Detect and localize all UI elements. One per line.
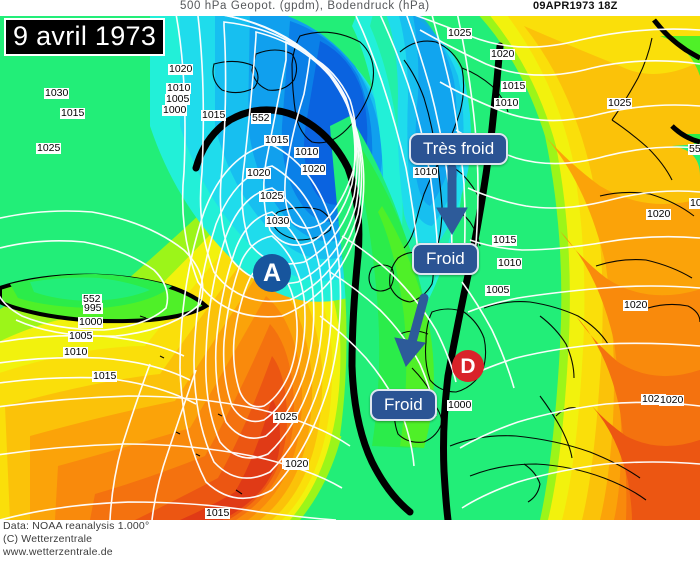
isobar-label: 1015 — [205, 507, 231, 519]
isobar-label: 1010 — [413, 166, 439, 178]
date-banner: 9 avril 1973 — [4, 18, 166, 56]
isobar-label: 1015 — [501, 80, 527, 92]
low-pressure-marker: D — [452, 350, 484, 382]
isobar-label: 1010 — [166, 82, 192, 94]
isobar-label: 552 — [82, 293, 102, 305]
isobar-label: 1020 — [490, 48, 516, 60]
weather-map-canvas[interactable]: 1030 1025 1020 1010 1005 1000 1015 1015 552 1015 1… — [0, 16, 700, 520]
isobar-label: 1020 — [246, 167, 272, 179]
isobar-label: 1015 — [264, 134, 290, 146]
isobar-label: 1025 — [447, 27, 473, 39]
geopotential-field — [0, 16, 700, 520]
isobar-label: 1015 — [689, 198, 700, 209]
isobar-label: 1020 — [641, 393, 667, 405]
isobar-label: 1010 — [494, 97, 520, 109]
map-footer: Data: NOAA reanalysis 1.000° (C) Wetterz… — [0, 520, 700, 562]
isobar-label: 1025 — [259, 190, 285, 202]
map-runtime-stamp: 09APR1973 18Z — [533, 0, 618, 12]
isobar-label: 1000 — [78, 316, 104, 328]
isobar-label: 1010 — [63, 346, 89, 358]
annotation-froid-south: Froid — [370, 389, 437, 421]
isobar-label: 1010 — [497, 257, 523, 269]
isobar-label: 1020 — [659, 394, 685, 406]
isobar-label: 1015 — [92, 370, 118, 382]
isobar-label: 1000 — [447, 399, 473, 411]
isobar-label: 1020 — [301, 163, 327, 175]
isobar-label: 552 — [251, 112, 271, 124]
isobar-label: 1030 — [44, 87, 70, 99]
isobar-label: 1005 — [68, 330, 94, 342]
isobar-label: 995 — [83, 302, 103, 314]
footer-copyright: (C) Wetterzentrale — [3, 533, 93, 545]
map-header: 500 hPa Geopot. (gpdm), Bodendruck (hPa)… — [0, 0, 700, 16]
isobar-label: 1020 — [168, 63, 194, 75]
isobar-label: 552 — [688, 144, 700, 155]
isobar-label: 1020 — [284, 458, 310, 470]
isobar-label: 1005 — [165, 93, 191, 105]
footer-data-source: Data: NOAA reanalysis 1.000° — [3, 520, 150, 532]
isobar-label: 1015 — [201, 109, 227, 121]
isobar-label: 1015 — [60, 107, 86, 119]
isobar-label: 1030 — [265, 215, 291, 227]
date-banner-text: 9 avril 1973 — [13, 21, 157, 51]
map-title: 500 hPa Geopot. (gpdm), Bodendruck (hPa) — [180, 0, 430, 12]
isobar-label: 1020 — [623, 299, 649, 311]
isobar-label: 1000 — [162, 104, 188, 116]
isobar-label: 1025 — [36, 142, 62, 154]
isobar-label: 1015 — [492, 234, 518, 246]
isobar-label: 1005 — [485, 284, 511, 296]
isobar-label: 1025 — [607, 97, 633, 109]
isobar-label: 1010 — [294, 146, 320, 158]
annotation-tres-froid: Très froid — [409, 133, 509, 165]
isobar-label: 1020 — [646, 208, 672, 220]
footer-website[interactable]: www.wetterzentrale.de — [3, 546, 113, 558]
isobar-label: 1025 — [273, 411, 299, 423]
high-pressure-marker: A — [253, 254, 291, 292]
annotation-froid-north: Froid — [412, 243, 479, 275]
